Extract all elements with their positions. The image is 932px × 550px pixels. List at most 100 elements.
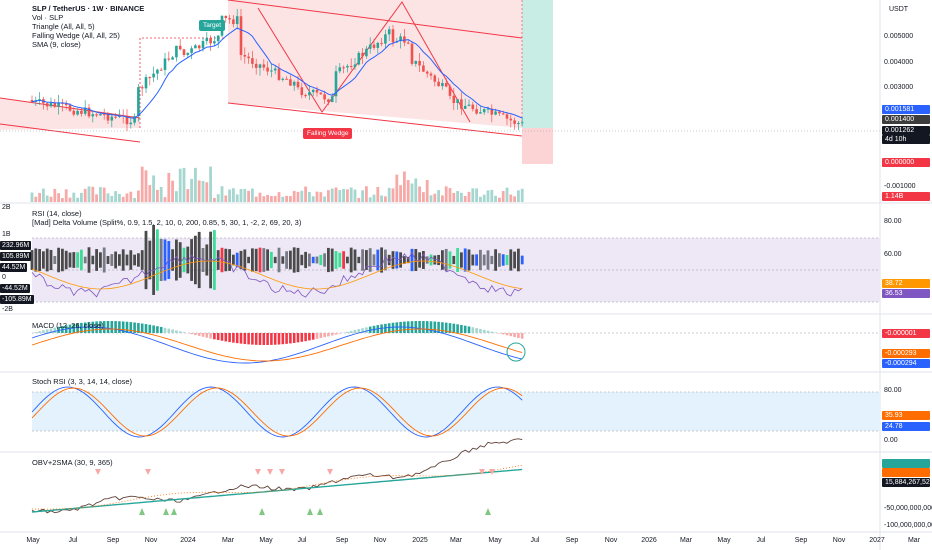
macd-histogram-bar — [433, 321, 437, 333]
rsi-axis-80: 80.00 — [884, 218, 902, 225]
volume-bar — [201, 181, 205, 202]
volume-bar — [505, 187, 509, 202]
dv-axis-2b: 2B — [2, 204, 11, 211]
candle-body — [64, 103, 68, 106]
volume-bar — [456, 191, 459, 202]
macd-histogram-bar — [444, 322, 448, 333]
delta-volume-bar — [125, 254, 129, 266]
candle-body — [448, 86, 452, 96]
candle-body — [406, 42, 410, 44]
time-axis-label: Mar — [449, 537, 463, 544]
delta-volume-bar — [410, 248, 414, 272]
time-axis-label: Sep — [106, 537, 120, 544]
delta-volume-bar — [87, 247, 91, 273]
candle-body — [167, 58, 171, 60]
delta-volume-bar — [220, 247, 224, 273]
legend-volume[interactable]: Vol · SLP — [32, 13, 64, 22]
delta-volume-bar — [452, 255, 456, 265]
delta-volume-bar — [137, 253, 140, 267]
time-axis-label: 2027 — [869, 537, 885, 544]
delta-volume-bar — [368, 248, 372, 272]
candle-body — [175, 45, 178, 58]
macd-histogram-bar — [76, 323, 79, 333]
legend-stoch-rsi[interactable]: Stoch RSI (3, 3, 14, 14, close) — [32, 377, 133, 386]
legend-rsi[interactable]: RSI (14, close) — [32, 209, 82, 218]
macd-histogram-bar — [110, 321, 114, 333]
volume-bar — [72, 192, 76, 202]
legend-obv[interactable]: OBV+2SMA (30, 9, 365) — [32, 458, 113, 467]
volume-bar — [159, 186, 163, 202]
delta-volume-bar — [197, 231, 201, 289]
candle-body — [53, 102, 57, 107]
delta-volume-bar — [433, 255, 437, 265]
legend-sma[interactable]: SMA (9, close) — [32, 40, 81, 49]
delta-volume-bar — [91, 255, 95, 265]
legend-falling-wedge[interactable]: Falling Wedge (All, All, 25) — [32, 31, 120, 40]
delta-volume-bar — [167, 241, 171, 279]
candle-body — [270, 70, 273, 72]
volume-bar — [228, 189, 231, 202]
delta-volume-bar — [239, 250, 243, 270]
volume-bar — [251, 188, 254, 202]
volume-bar — [460, 192, 463, 202]
volume-bar — [68, 197, 72, 202]
delta-volume-bar — [334, 251, 338, 269]
candle-body — [277, 68, 281, 80]
volume-bar — [45, 195, 49, 202]
obv-badge-1 — [882, 459, 930, 468]
obv-sell-marker — [145, 469, 151, 475]
triangle-fill — [0, 98, 140, 130]
volume-bar — [296, 191, 300, 202]
delta-volume-bar — [315, 256, 319, 264]
volume-bar — [148, 185, 152, 202]
rsi-ma-line — [31, 260, 523, 290]
volume-bar — [395, 174, 399, 202]
candle-body — [239, 16, 243, 55]
sma-price-badge: 0.001581 — [882, 105, 930, 114]
delta-volume-bar — [251, 248, 254, 272]
candle-body — [444, 83, 448, 87]
delta-volume-bar — [357, 256, 361, 264]
obv-axis-100b: -100,000,000,000 — [884, 522, 932, 529]
delta-volume-bar — [270, 251, 273, 269]
macd-histogram-bar — [327, 333, 330, 337]
falling-wedge-label: Falling Wedge — [303, 128, 353, 139]
macd-histogram-bar — [471, 327, 475, 333]
volume-bar — [91, 186, 95, 202]
volume-bar — [334, 187, 338, 202]
volume-bar — [121, 196, 125, 202]
macd-histogram-bar — [80, 322, 83, 333]
delta-volume-bar — [319, 254, 323, 266]
candle-body — [140, 87, 144, 89]
macd-histogram-bar — [289, 333, 292, 344]
delta-volume-bar — [121, 249, 125, 271]
legend-symbol[interactable]: SLP / TetherUS · 1W · BINANCE — [32, 4, 145, 13]
legend-delta-volume[interactable]: [Mad] Delta Volume (Split%, 0.9, 1.5, 2,… — [32, 218, 302, 227]
volume-bar — [118, 193, 121, 202]
delta-volume-bar — [460, 252, 463, 268]
volume-bar — [490, 189, 494, 202]
delta-volume-bar — [304, 251, 307, 269]
legend-macd[interactable]: MACD (12, 26, close) — [32, 321, 104, 330]
obv-badge-2 — [882, 468, 930, 477]
volume-bar — [463, 195, 467, 202]
candle-body — [441, 83, 444, 87]
time-axis-label: 2026 — [641, 537, 657, 544]
currency-label[interactable]: USDT — [889, 6, 909, 13]
delta-volume-bar — [349, 247, 353, 273]
obv-legend: OBV+2SMA (30, 9, 365) — [32, 458, 113, 467]
delta-volume-bar — [505, 255, 509, 265]
delta-volume-bar — [30, 250, 34, 270]
legend-triangle[interactable]: Triangle (All, All, 5) — [32, 22, 95, 31]
delta-volume-bar — [490, 255, 494, 265]
volume-bar — [494, 195, 497, 202]
sma-line — [31, 27, 523, 119]
candle-body — [498, 111, 501, 114]
delta-volume-bar — [53, 256, 57, 264]
volume-bar — [414, 178, 418, 202]
delta-volume-bar — [292, 247, 296, 273]
volume-bar — [380, 195, 383, 202]
delta-volume-bar — [300, 254, 304, 266]
volume-bar — [247, 190, 250, 202]
